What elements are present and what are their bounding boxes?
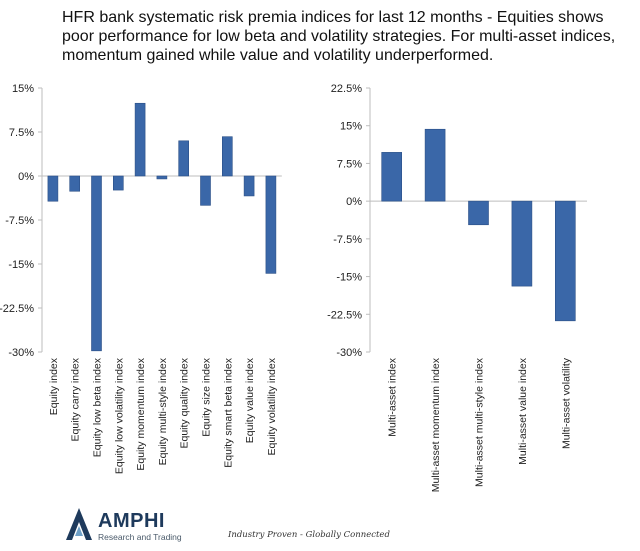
y-tick-label: -30% bbox=[336, 347, 362, 359]
bar bbox=[91, 175, 102, 352]
x-tick-label: Equity multi-style index bbox=[157, 357, 169, 465]
x-tick-label: Equity smart beta index bbox=[222, 357, 234, 467]
bar bbox=[511, 200, 533, 287]
x-tick-label: Equity quality index bbox=[179, 357, 191, 448]
y-tick-label: 0% bbox=[346, 196, 362, 208]
x-tick-label: Multi-asset volatility bbox=[560, 357, 572, 449]
y-tick-label: 15% bbox=[340, 121, 362, 133]
bar bbox=[113, 175, 124, 191]
bar bbox=[554, 200, 576, 322]
bar bbox=[381, 152, 403, 202]
y-tick-label: 22.5% bbox=[331, 83, 362, 95]
x-tick-label: Multi-asset index bbox=[387, 357, 399, 437]
brand-subtitle: Research and Trading bbox=[98, 532, 182, 542]
x-tick-label: Equity volatility index bbox=[266, 357, 278, 455]
x-tick-label: Equity low volatility index bbox=[113, 357, 125, 474]
y-tick-label: 7.5% bbox=[9, 127, 34, 139]
chart-title: HFR bank systematic risk premia indices … bbox=[62, 9, 616, 64]
y-tick-label: -15% bbox=[336, 272, 362, 284]
y-tick-label: -7.5% bbox=[5, 215, 34, 227]
y-tick-label: -30% bbox=[8, 347, 34, 359]
brand-tagline: Industry Proven - Globally Connected bbox=[228, 530, 390, 540]
footer: AMPHI Research and Trading Industry Prov… bbox=[0, 500, 640, 551]
x-tick-label: Multi-asset momentum index bbox=[430, 357, 442, 492]
bar bbox=[69, 175, 80, 192]
bar bbox=[265, 175, 277, 274]
bar bbox=[424, 128, 446, 202]
x-tick-label: Equity carry index bbox=[70, 357, 82, 441]
y-tick-label: -22.5% bbox=[327, 309, 362, 321]
bar bbox=[156, 175, 168, 180]
y-tick-label: -7.5% bbox=[333, 234, 362, 246]
bar bbox=[243, 175, 255, 197]
bar bbox=[222, 136, 233, 177]
amphi-logo-icon bbox=[66, 508, 92, 540]
x-tick-label: Multi-asset value index bbox=[517, 357, 529, 465]
x-tick-label: Multi-asset multi-style index bbox=[474, 357, 486, 487]
x-tick-label: Equity momentum index bbox=[135, 357, 147, 470]
chart-area: 15% 7.5% 0% -7.5% -15% -22.5% -30% Equity index… bbox=[0, 83, 587, 492]
brand-name: AMPHI bbox=[98, 510, 165, 532]
bar bbox=[200, 175, 211, 206]
x-tick-label: Equity value index bbox=[244, 357, 256, 443]
y-tick-label: 0% bbox=[18, 171, 34, 183]
bar bbox=[47, 175, 59, 202]
bar bbox=[134, 102, 146, 177]
x-tick-label: Equity size index bbox=[201, 357, 213, 437]
y-tick-label: -15% bbox=[8, 259, 34, 271]
x-tick-label: Equity index bbox=[48, 357, 60, 415]
y-tick-label: -22.5% bbox=[0, 303, 34, 315]
y-tick-label: 15% bbox=[12, 83, 34, 95]
bar bbox=[468, 200, 489, 226]
y-tick-label: 7.5% bbox=[337, 158, 362, 170]
x-tick-label: Equity low beta index bbox=[92, 357, 104, 457]
bar bbox=[178, 140, 189, 177]
